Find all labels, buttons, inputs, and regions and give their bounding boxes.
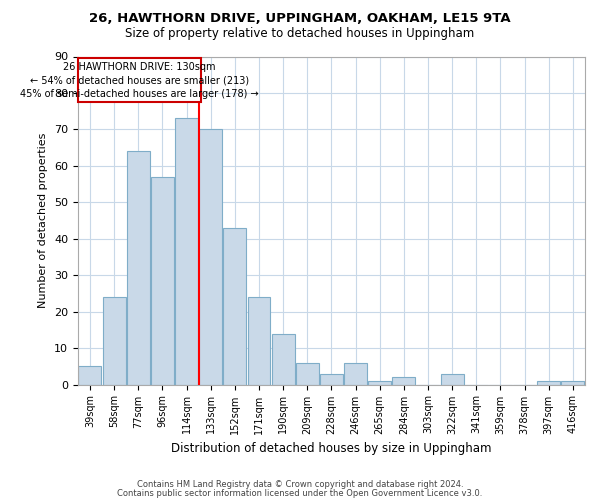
X-axis label: Distribution of detached houses by size in Uppingham: Distribution of detached houses by size … bbox=[171, 442, 491, 455]
Bar bbox=[441, 374, 464, 384]
Bar bbox=[272, 334, 295, 384]
Text: 26 HAWTHORN DRIVE: 130sqm: 26 HAWTHORN DRIVE: 130sqm bbox=[63, 62, 215, 72]
Bar bbox=[392, 378, 415, 384]
Bar bbox=[562, 381, 584, 384]
Bar bbox=[103, 297, 125, 384]
Text: Contains public sector information licensed under the Open Government Licence v3: Contains public sector information licen… bbox=[118, 488, 482, 498]
Bar bbox=[296, 362, 319, 384]
Bar bbox=[127, 152, 149, 384]
Bar bbox=[199, 130, 222, 384]
Text: Size of property relative to detached houses in Uppingham: Size of property relative to detached ho… bbox=[125, 28, 475, 40]
Text: Contains HM Land Registry data © Crown copyright and database right 2024.: Contains HM Land Registry data © Crown c… bbox=[137, 480, 463, 489]
Text: ← 54% of detached houses are smaller (213): ← 54% of detached houses are smaller (21… bbox=[30, 75, 249, 85]
Bar bbox=[175, 118, 198, 384]
Y-axis label: Number of detached properties: Number of detached properties bbox=[38, 133, 49, 308]
Bar bbox=[344, 362, 367, 384]
Bar bbox=[223, 228, 246, 384]
Bar bbox=[248, 297, 271, 384]
FancyBboxPatch shape bbox=[78, 58, 201, 102]
Bar bbox=[538, 381, 560, 384]
Bar bbox=[368, 381, 391, 384]
Bar bbox=[151, 177, 174, 384]
Bar bbox=[320, 374, 343, 384]
Bar bbox=[79, 366, 101, 384]
Text: 26, HAWTHORN DRIVE, UPPINGHAM, OAKHAM, LE15 9TA: 26, HAWTHORN DRIVE, UPPINGHAM, OAKHAM, L… bbox=[89, 12, 511, 26]
Text: 45% of semi-detached houses are larger (178) →: 45% of semi-detached houses are larger (… bbox=[20, 88, 259, 99]
